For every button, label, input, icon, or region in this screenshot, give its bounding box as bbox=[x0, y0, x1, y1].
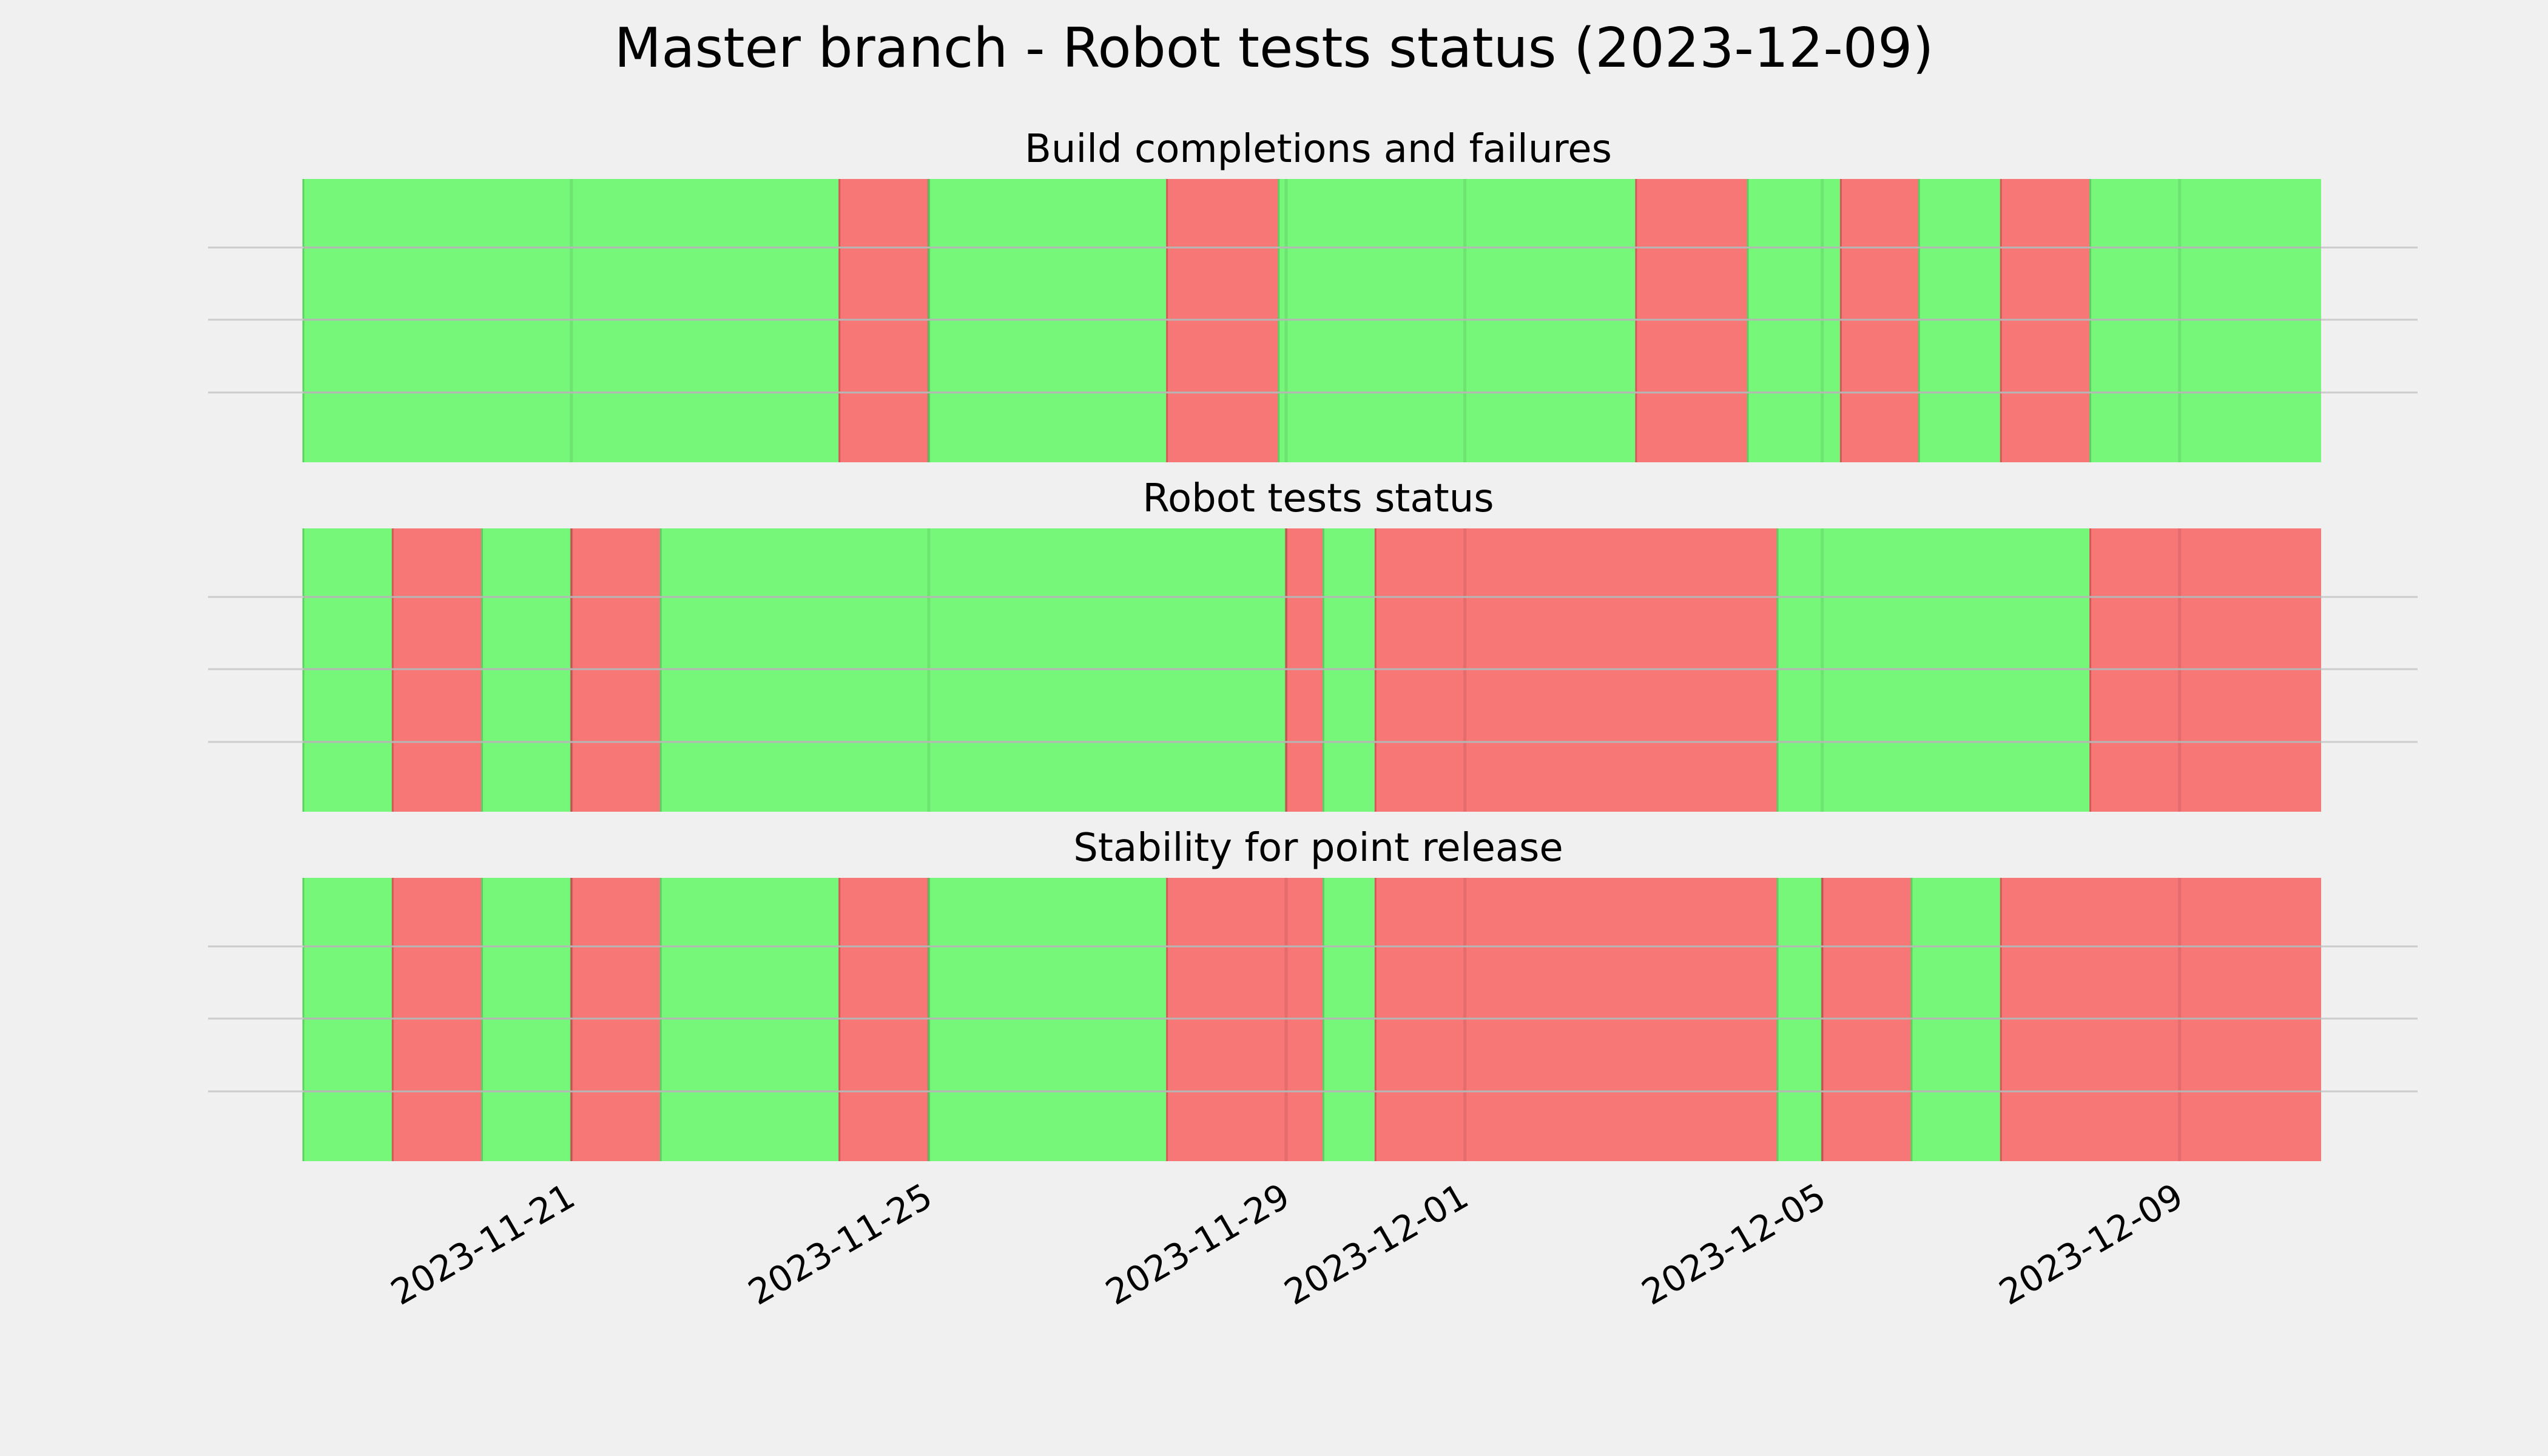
chart-panels: Build completions and failures Robot test… bbox=[208, 127, 2418, 1161]
panel-1: Build completions and failures bbox=[208, 127, 2418, 462]
panel-2: Robot tests status bbox=[208, 476, 2418, 812]
chart-title: Master branch - Robot tests status (2023… bbox=[615, 16, 1934, 80]
panel-title: Build completions and failures bbox=[1025, 127, 1612, 172]
panel-title: Robot tests status bbox=[1142, 476, 1494, 521]
panel-title: Stability for point release bbox=[1073, 826, 1563, 871]
panel-3: Stability for point release bbox=[208, 826, 2418, 1161]
